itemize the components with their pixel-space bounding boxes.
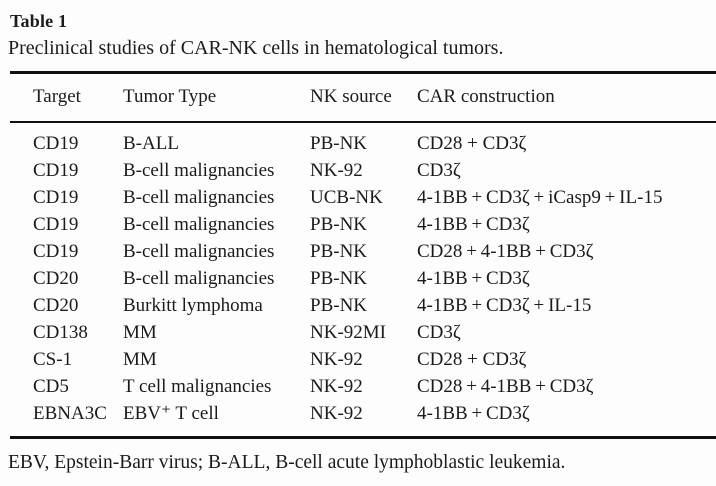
- table-cell: UCB-NK: [310, 187, 383, 208]
- table-row: EBNA3C EBV⁺ T cell NK-92 4-1BB + CD3ζ: [10, 400, 716, 438]
- table-row: CD19 B-cell malignancies NK-92 CD3ζ: [10, 157, 716, 184]
- table-label: Table 1: [10, 11, 68, 31]
- column-header-car-construction: CAR construction: [417, 72, 716, 123]
- table-cell: NK-92: [310, 160, 363, 181]
- table-cell: PB-NK: [310, 268, 368, 289]
- table-caption: Preclinical studies of CAR-NK cells in h…: [8, 37, 504, 59]
- table-footnote: EBV, Epstein-Barr virus; B-ALL, B-cell a…: [8, 452, 566, 473]
- table-cell: CS-1: [33, 349, 73, 370]
- table-cell: B-cell malignancies: [123, 187, 275, 208]
- table-cell: CD20: [33, 295, 79, 316]
- data-table: Target Tumor Type NK source CAR construc…: [10, 71, 716, 439]
- table-cell: CD19: [33, 187, 79, 208]
- table-cell: NK-92MI: [310, 322, 386, 343]
- table-cell: Burkitt lymphoma: [123, 295, 263, 316]
- table-cell: CD28 + 4-1BB + CD3ζ: [417, 376, 594, 397]
- column-header-target: Target: [10, 72, 123, 123]
- table-row: CD138 MM NK-92MI CD3ζ: [10, 319, 716, 346]
- table-row: CD19 B-cell malignancies PB-NK CD28 + 4-1BB…: [10, 238, 716, 265]
- table-cell: T cell malignancies: [123, 376, 272, 397]
- table-cell: 4-1BB + CD3ζ: [417, 268, 530, 289]
- table-cell: CD19: [33, 160, 79, 181]
- table-cell: CD138: [33, 322, 88, 343]
- table-row: CD20 Burkitt lymphoma PB-NK 4-1BB + CD3ζ + …: [10, 292, 716, 319]
- table-cell: PB-NK: [310, 241, 368, 262]
- table-cell: NK-92: [310, 403, 363, 424]
- table-cell: B-cell malignancies: [123, 160, 275, 181]
- table-cell: B-ALL: [123, 133, 179, 154]
- table-cell: MM: [123, 349, 157, 370]
- table-row: CD5 T cell malignancies NK-92 CD28 + 4-1BB …: [10, 373, 716, 400]
- table-cell: CD3ζ: [417, 322, 461, 343]
- table-row: CS-1 MM NK-92 CD28 + CD3ζ: [10, 346, 716, 373]
- table-cell: CD28 + CD3ζ: [417, 349, 527, 370]
- table-row: CD20 B-cell malignancies PB-NK 4-1BB + CD3ζ: [10, 265, 716, 292]
- table-row: CD19 B-ALL PB-NK CD28 + CD3ζ: [10, 122, 716, 157]
- table-cell: CD5: [33, 376, 69, 397]
- table-cell: PB-NK: [310, 133, 368, 154]
- column-header-tumor-type: Tumor Type: [123, 72, 310, 123]
- table-cell: EBV⁺ T cell: [123, 403, 219, 424]
- table-cell: CD19: [33, 241, 79, 262]
- table-cell: CD20: [33, 268, 79, 289]
- table-cell: PB-NK: [310, 295, 368, 316]
- table-cell: 4-1BB + CD3ζ: [417, 403, 530, 424]
- table-cell: 4-1BB + CD3ζ: [417, 214, 530, 235]
- table-cell: 4-1BB + CD3ζ + IL-15: [417, 295, 592, 316]
- table-cell: B-cell malignancies: [123, 268, 275, 289]
- table-cell: CD19: [33, 214, 79, 235]
- table-row: CD19 B-cell malignancies PB-NK 4-1BB + CD3ζ: [10, 211, 716, 238]
- table-row: CD19 B-cell malignancies UCB-NK 4-1BB + CD3…: [10, 184, 716, 211]
- table-cell: EBNA3C: [33, 403, 107, 424]
- column-header-nk-source: NK source: [310, 72, 417, 123]
- table-cell: B-cell malignancies: [123, 214, 275, 235]
- table-cell: CD19: [33, 133, 79, 154]
- table-cell: B-cell malignancies: [123, 241, 275, 262]
- table-cell: CD28 + CD3ζ: [417, 133, 527, 154]
- table-cell: MM: [123, 322, 157, 343]
- table-cell: NK-92: [310, 349, 363, 370]
- table-cell: NK-92: [310, 376, 363, 397]
- table-header: Target Tumor Type NK source CAR construc…: [10, 72, 716, 123]
- table-body: CD19 B-ALL PB-NK CD28 + CD3ζ CD19 B-cell mali…: [10, 122, 716, 438]
- table-cell: 4-1BB + CD3ζ + iCasp9 + IL-15: [417, 187, 663, 208]
- table-header-row: Target Tumor Type NK source CAR construc…: [10, 72, 716, 123]
- table-cell: CD3ζ: [417, 160, 461, 181]
- table-cell: CD28 + 4-1BB + CD3ζ: [417, 241, 594, 262]
- table-cell: PB-NK: [310, 214, 368, 235]
